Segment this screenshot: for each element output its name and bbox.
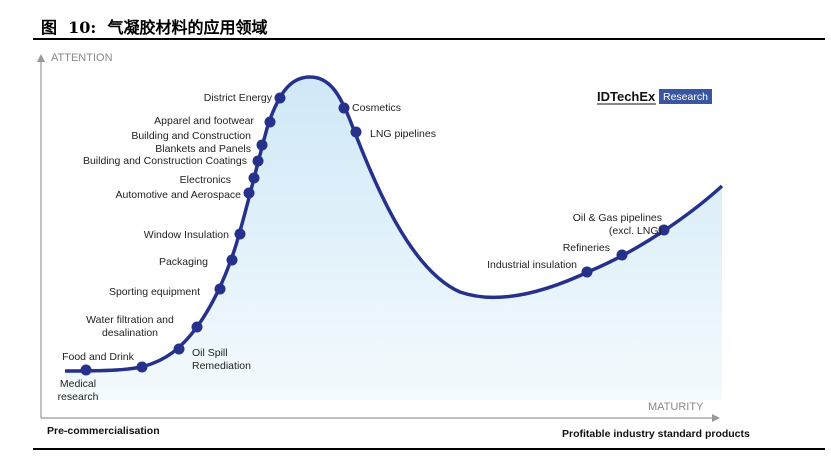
idtechex-logo: IDTechEx Research: [597, 89, 712, 105]
curve-point-label: Medical: [60, 378, 96, 390]
curve-point-dot: [234, 228, 246, 240]
curve-point-label: Window Insulation: [144, 229, 229, 241]
curve-point-label: Sporting equipment: [109, 286, 200, 298]
curve-point-label: (excl. LNG): [609, 225, 662, 237]
curve-point-label: Packaging: [159, 256, 208, 268]
left-footer: Pre-commercialisation: [47, 425, 160, 437]
curve-point-dot: [252, 155, 264, 167]
curve-point-label: Oil & Gas pipelines: [573, 212, 662, 224]
curve-point-dot: [264, 116, 276, 128]
title-rule: [33, 38, 825, 40]
curve-point-dot: [658, 224, 670, 236]
curve-point-label: Blankets and Panels: [155, 143, 251, 155]
curve-point-label: Building and Construction Coatings: [83, 155, 247, 167]
curve-point-label: Remediation: [192, 360, 251, 372]
curve-point-label: Building and Construction: [131, 130, 251, 142]
curve-point-dot: [226, 254, 238, 266]
curve-point-label: Refineries: [563, 242, 610, 254]
curve-point-label: Automotive and Aerospace: [116, 189, 242, 201]
right-footer: Profitable industry standard products: [562, 428, 750, 440]
curve-fill: [65, 77, 722, 400]
x-axis-arrow-icon: [712, 414, 720, 422]
curve-point-dot: [248, 172, 260, 184]
curve-point-label: Water filtration and: [86, 314, 174, 326]
curve-point-dot: [616, 249, 628, 261]
curve-point-label: research: [58, 391, 99, 403]
figure-title: 图 10: 气凝胶材料的应用领域: [41, 18, 268, 37]
curve-point-label: District Energy: [204, 92, 273, 104]
curve-point-label: desalination: [102, 327, 158, 339]
curve-point-dot: [136, 361, 148, 373]
curve-point-dot: [243, 187, 255, 199]
x-axis-label: MATURITY: [648, 401, 704, 413]
curve-point-dot: [191, 321, 203, 333]
curve-point-dot: [274, 92, 286, 104]
curve-point-dot: [214, 283, 226, 295]
logo-tag: Research: [663, 91, 708, 103]
bottom-rule: [33, 448, 825, 450]
curve-point-dot: [256, 139, 268, 151]
curve-point-dot: [350, 126, 362, 138]
curve-point-dot: [581, 266, 593, 278]
y-axis-arrow-icon: [37, 54, 45, 62]
curve-point-label: Apparel and footwear: [154, 115, 254, 127]
curve-point-label: Electronics: [180, 174, 231, 186]
hype-curve: [64, 75, 724, 373]
curve-point-dot: [173, 343, 185, 355]
logo-tag-bg: [659, 89, 712, 104]
curve-point-label: Industrial insulation: [487, 259, 577, 271]
curve-point-dot: [338, 102, 350, 114]
y-axis-label: ATTENTION: [51, 52, 113, 64]
curve-point-label: Cosmetics: [352, 102, 401, 114]
logo-brand: IDTechEx: [597, 89, 656, 104]
curve-point-label: Oil Spill: [192, 347, 228, 359]
curve-point-label: LNG pipelines: [370, 128, 436, 140]
curve-point-label: Food and Drink: [62, 351, 135, 363]
curve-point-dot: [80, 364, 92, 376]
